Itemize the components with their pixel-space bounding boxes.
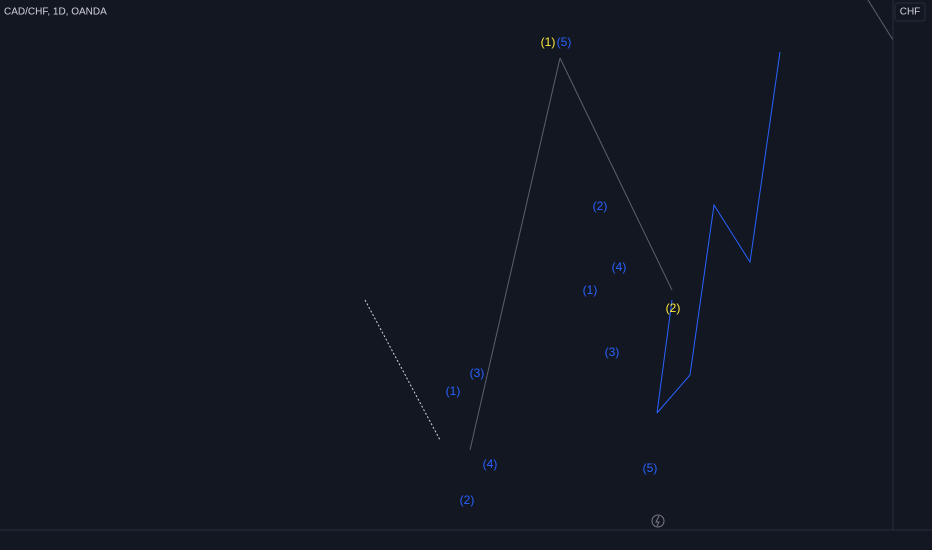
wave-label: (2) bbox=[666, 301, 681, 315]
projection-path bbox=[656, 51, 781, 414]
currency[interactable]: CHF bbox=[900, 7, 921, 18]
wave-label: (1) bbox=[541, 35, 556, 49]
replay-icon[interactable] bbox=[651, 514, 665, 528]
price-axis bbox=[893, 0, 932, 530]
wave-label: (3) bbox=[470, 366, 485, 380]
drawings bbox=[364, 0, 894, 451]
replay-icon-bolt bbox=[655, 515, 660, 527]
wave-label: (2) bbox=[460, 493, 475, 507]
wave-label: (5) bbox=[643, 461, 658, 475]
currency-button[interactable] bbox=[894, 2, 926, 22]
wave-label: (4) bbox=[483, 457, 498, 471]
wave-label: (4) bbox=[612, 260, 627, 274]
chart-title: CAD/CHF, 1D, OANDA bbox=[4, 7, 107, 18]
wave-line bbox=[867, 0, 894, 41]
wave-label: (2) bbox=[593, 199, 608, 213]
wave-line bbox=[559, 57, 673, 291]
wave-label: (5) bbox=[557, 35, 572, 49]
wave-label: (1) bbox=[446, 384, 461, 398]
trend-line bbox=[364, 299, 441, 441]
wave-labels: (1) (5) (2) (1) (4) (3) (5) (1) (3) (4) … bbox=[446, 35, 681, 507]
wave-label: (3) bbox=[605, 345, 620, 359]
wave-line bbox=[469, 57, 561, 451]
projection-path bbox=[656, 299, 673, 414]
wave-label: (1) bbox=[583, 283, 598, 297]
